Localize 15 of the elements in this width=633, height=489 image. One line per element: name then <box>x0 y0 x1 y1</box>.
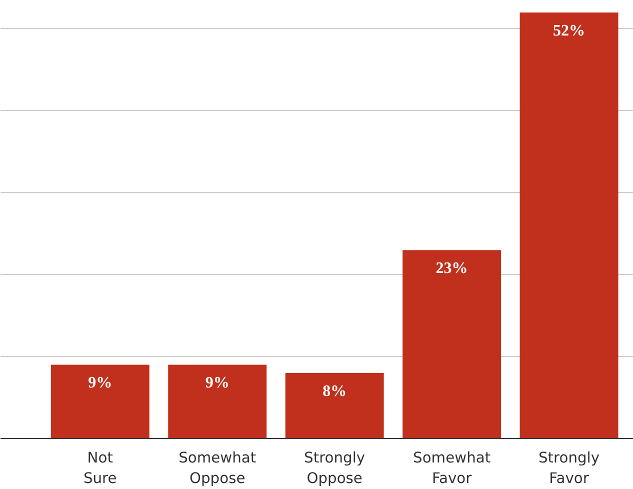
data-label: 52% <box>553 22 586 40</box>
data-label: 23% <box>436 260 468 277</box>
bar <box>168 364 267 438</box>
x-tick-label: Strongly Favor <box>538 450 600 487</box>
data-label: 8% <box>322 382 347 400</box>
bar <box>50 364 150 438</box>
bar <box>285 372 384 438</box>
x-tick-label: Not Sure <box>83 450 117 487</box>
data-label: 9% <box>88 374 112 392</box>
bar <box>402 250 502 438</box>
x-tick-label: Somewhat Favor <box>413 450 491 487</box>
data-label: 9% <box>205 374 230 392</box>
x-tick-label: Somewhat Oppose <box>178 450 256 487</box>
bar <box>520 12 618 438</box>
x-tick-label: Strongly Oppose <box>304 450 366 487</box>
